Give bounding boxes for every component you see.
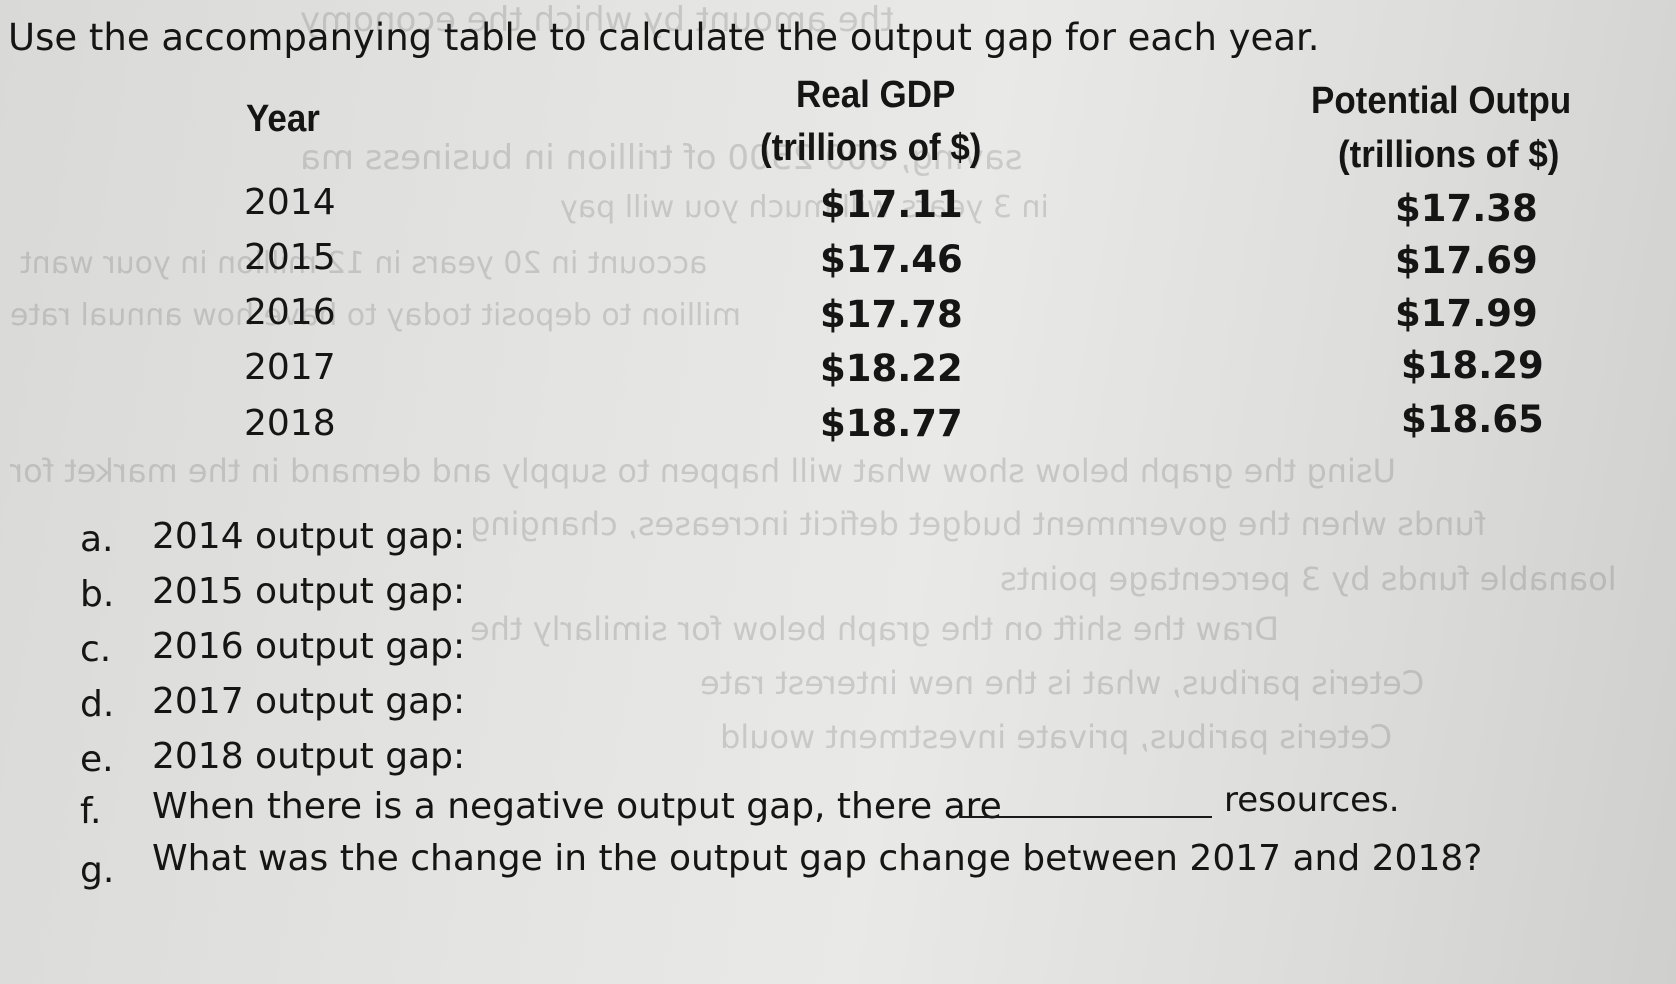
- bleed-through-text: loanable funds by 3 percentage points: [1000, 560, 1617, 598]
- question-text: 2017 output gap:: [152, 681, 466, 722]
- question-text: 2015 output gap:: [152, 571, 466, 612]
- bleed-through-text: Ceteris paribus, what is the new interes…: [700, 664, 1425, 702]
- question-letter: f.: [80, 791, 102, 832]
- table-row-potential: $17.69: [1395, 239, 1538, 282]
- table-row-year: 2018: [244, 403, 336, 444]
- table-row-real-gdp: $17.46: [820, 238, 963, 281]
- table-row-real-gdp: $18.77: [820, 402, 963, 445]
- question-letter: g.: [80, 850, 115, 891]
- table-row-year: 2014: [244, 182, 336, 223]
- table-row-potential: $18.65: [1401, 398, 1544, 441]
- question-text: 2016 output gap:: [152, 626, 466, 667]
- answer-blank[interactable]: [960, 816, 1212, 818]
- table-row-potential: $17.99: [1395, 292, 1538, 335]
- header-potential-output-unit: (trillions of $): [1338, 134, 1560, 176]
- table-row-real-gdp: $18.22: [820, 347, 963, 390]
- question-letter: b.: [80, 574, 115, 615]
- question-letter: a.: [80, 519, 114, 560]
- header-real-gdp: Real GDP: [796, 74, 956, 116]
- bleed-through-text: in 3 years will much you will pay: [560, 190, 1049, 225]
- question-text: 2018 output gap:: [152, 736, 466, 777]
- header-year: Year: [246, 98, 320, 140]
- question-letter: e.: [80, 739, 114, 780]
- bleed-through-text: Using the graph below show what will hap…: [10, 452, 1396, 490]
- bleed-through-text: funds when the government budget deficit…: [470, 505, 1486, 543]
- table-row-potential: $18.29: [1401, 344, 1544, 387]
- bleed-through-text: account in 20 years in 12 million in you…: [20, 246, 708, 281]
- bleed-through-text: Draw the shift on the graph below for si…: [470, 610, 1280, 648]
- table-row-real-gdp: $17.78: [820, 293, 963, 336]
- question-text: 2014 output gap:: [152, 516, 466, 557]
- question-text: When there is a negative output gap, the…: [152, 786, 1002, 827]
- question-letter: d.: [80, 684, 115, 725]
- instruction-text: Use the accompanying table to calculate …: [8, 16, 1320, 59]
- bleed-through-text: Ceteris paribus, private investment woul…: [720, 718, 1393, 756]
- question-text: What was the change in the output gap ch…: [152, 838, 1483, 879]
- question-letter: c.: [80, 629, 112, 670]
- table-row-year: 2017: [244, 347, 336, 388]
- table-row-real-gdp: $17.11: [820, 183, 963, 226]
- header-potential-output: Potential Outpu: [1311, 80, 1572, 122]
- table-row-year: 2015: [244, 237, 336, 278]
- question-suffix: resources.: [1224, 780, 1400, 820]
- bleed-through-text: million to deposit today to have how ann…: [10, 298, 741, 333]
- table-row-potential: $17.38: [1395, 187, 1538, 230]
- table-row-year: 2016: [244, 292, 336, 333]
- header-real-gdp-unit: (trillions of $): [760, 127, 982, 169]
